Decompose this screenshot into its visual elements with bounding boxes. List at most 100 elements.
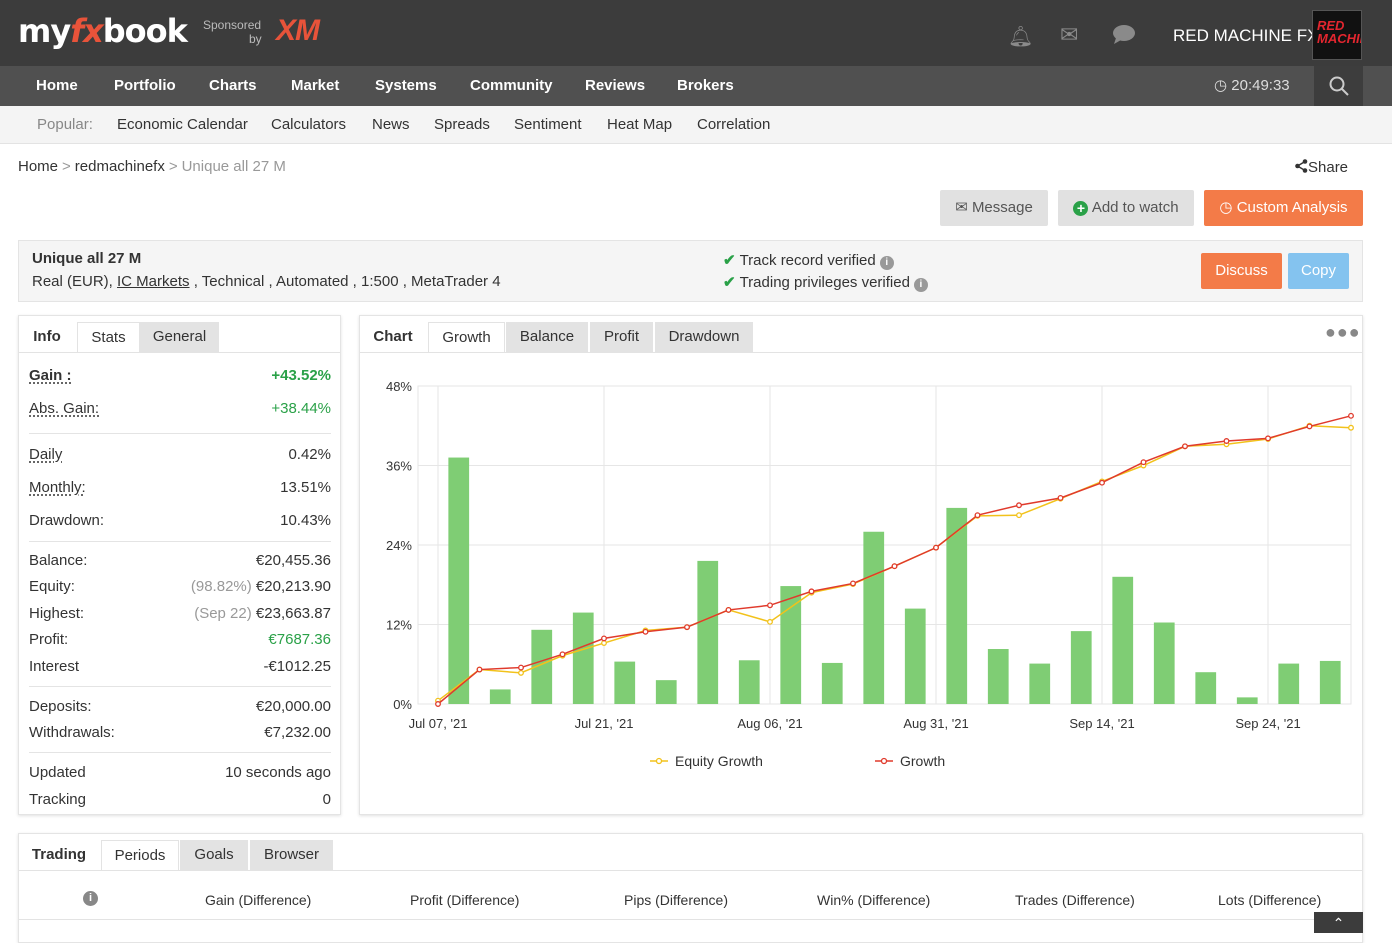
check-icon: ✔ bbox=[723, 252, 736, 269]
nav-reviews[interactable]: Reviews bbox=[585, 77, 646, 94]
copy-button[interactable]: Copy bbox=[1288, 253, 1349, 289]
share-icon bbox=[1295, 159, 1308, 173]
plus-circle-icon: + bbox=[1073, 201, 1089, 216]
chat-icon[interactable] bbox=[1112, 24, 1136, 50]
add-to-watch-button[interactable]: + Add to watch bbox=[1058, 190, 1194, 226]
xm-logo[interactable]: XM bbox=[276, 14, 320, 47]
series-point bbox=[933, 544, 939, 551]
chevron-up-icon: ⌃ bbox=[1332, 915, 1345, 931]
series-point bbox=[1348, 412, 1354, 419]
more-options-icon[interactable]: ●●● bbox=[1325, 322, 1361, 342]
series-point bbox=[1099, 479, 1105, 486]
scroll-to-top-button[interactable]: ⌃ bbox=[1314, 912, 1363, 933]
chart-bar bbox=[614, 661, 636, 704]
col-lots[interactable]: Lots (Difference) bbox=[1218, 892, 1322, 908]
nav-market[interactable]: Market bbox=[291, 77, 340, 94]
subnav-correlation[interactable]: Correlation bbox=[697, 116, 771, 133]
subnav-news[interactable]: News bbox=[372, 116, 410, 133]
chart-bar bbox=[780, 586, 802, 704]
col-trades[interactable]: Trades (Difference) bbox=[1015, 892, 1135, 908]
y-tick-label: 36% bbox=[386, 459, 412, 474]
nav-brokers[interactable]: Brokers bbox=[677, 77, 734, 94]
nav-systems[interactable]: Systems bbox=[375, 77, 437, 94]
tab-periods[interactable]: Periods bbox=[101, 840, 179, 870]
username[interactable]: RED MACHINE FX bbox=[1173, 26, 1319, 45]
chart-bar bbox=[697, 560, 719, 704]
chart-bar bbox=[904, 608, 926, 704]
bell-icon[interactable]: 🔔︎ bbox=[1008, 26, 1034, 48]
tab-browser[interactable]: Browser bbox=[250, 840, 333, 870]
nav-portfolio[interactable]: Portfolio bbox=[114, 77, 176, 94]
series-point bbox=[684, 624, 690, 631]
chart-bar bbox=[1195, 672, 1217, 704]
series-point bbox=[1182, 443, 1188, 450]
trading-panel: Trading Periods Goals Browser i Gain (Di… bbox=[18, 833, 1363, 943]
broker-link[interactable]: IC Markets bbox=[117, 273, 190, 290]
col-profit[interactable]: Profit (Difference) bbox=[410, 892, 520, 908]
series-point bbox=[1057, 495, 1064, 501]
series-point bbox=[1306, 423, 1313, 430]
breadcrumb-home[interactable]: Home bbox=[18, 158, 59, 175]
popular-nav: Popular: Economic Calendar Calculators N… bbox=[0, 106, 1392, 144]
clock-icon: ◷ bbox=[1214, 77, 1228, 94]
avatar[interactable]: RED MACHINE bbox=[1312, 10, 1362, 60]
info-icon[interactable]: i bbox=[879, 256, 894, 270]
tab-stats[interactable]: Stats bbox=[77, 322, 140, 352]
info-icon[interactable]: i bbox=[913, 278, 928, 292]
chart-bar bbox=[863, 531, 885, 704]
series-point bbox=[850, 580, 856, 587]
subnav-sentiment[interactable]: Sentiment bbox=[514, 116, 582, 133]
custom-analysis-button[interactable]: ◷ Custom Analysis bbox=[1204, 190, 1363, 226]
system-info-box: Unique all 27 M Real (EUR), IC Markets ,… bbox=[18, 240, 1363, 302]
x-tick-label: Sep 14, '21 bbox=[1069, 716, 1134, 731]
chart-bar bbox=[738, 660, 760, 704]
myfxbook-logo[interactable]: myfxbook bbox=[18, 12, 188, 50]
sponsored-by-label: Sponsored by bbox=[203, 18, 262, 46]
stats-panel: Info Stats General Gain : +43.52% Abs. Ga… bbox=[18, 315, 341, 815]
series-point bbox=[1016, 502, 1022, 509]
subnav-spreads[interactable]: Spreads bbox=[434, 116, 490, 133]
discuss-button[interactable]: Discuss bbox=[1201, 253, 1282, 289]
tab-balance[interactable]: Balance bbox=[506, 322, 588, 352]
legend-marker bbox=[880, 757, 888, 765]
envelope-icon: ✉ bbox=[955, 199, 968, 216]
chart-bar bbox=[1319, 660, 1341, 704]
subnav-heat-map[interactable]: Heat Map bbox=[607, 116, 673, 133]
search-button[interactable] bbox=[1314, 66, 1363, 106]
tab-trading[interactable]: Trading bbox=[31, 846, 87, 863]
tab-goals[interactable]: Goals bbox=[180, 840, 248, 870]
tab-general[interactable]: General bbox=[140, 322, 219, 352]
x-tick-label: Aug 06, '21 bbox=[737, 716, 802, 731]
envelope-icon[interactable]: ✉ bbox=[1060, 22, 1079, 47]
tab-chart[interactable]: Chart bbox=[373, 328, 413, 345]
series-point bbox=[767, 602, 773, 609]
x-tick-label: Sep 24, '21 bbox=[1235, 716, 1300, 731]
track-record-verified: ✔ Track record verified i bbox=[723, 251, 894, 270]
top-bar: myfxbook Sponsored by XM 🔔︎ ✉ RED MACHINE… bbox=[0, 0, 1392, 66]
legend-label: Growth bbox=[900, 753, 945, 769]
x-tick-label: Aug 31, '21 bbox=[903, 716, 968, 731]
system-name: Unique all 27 M bbox=[32, 250, 142, 267]
breadcrumb-user[interactable]: redmachinefx bbox=[74, 158, 165, 175]
chart-bar bbox=[1112, 576, 1134, 704]
tab-growth[interactable]: Growth bbox=[428, 322, 505, 352]
breadcrumb: Home > redmachinefx > Unique all 27 M bbox=[18, 158, 286, 175]
subnav-calculators[interactable]: Calculators bbox=[271, 116, 347, 133]
share-button[interactable]: Share bbox=[1295, 159, 1348, 176]
col-win[interactable]: Win% (Difference) bbox=[817, 892, 931, 908]
col-gain[interactable]: Gain (Difference) bbox=[205, 892, 312, 908]
chart-bar bbox=[531, 629, 553, 704]
main-nav: Home Portfolio Charts Market Systems Com… bbox=[0, 66, 1392, 106]
nav-home[interactable]: Home bbox=[36, 77, 78, 94]
nav-charts[interactable]: Charts bbox=[209, 77, 257, 94]
message-button[interactable]: ✉ Message bbox=[940, 190, 1048, 226]
tab-drawdown[interactable]: Drawdown bbox=[655, 322, 753, 352]
info-icon[interactable]: i bbox=[83, 891, 98, 906]
check-icon: ✔ bbox=[723, 274, 736, 291]
legend-label: Equity Growth bbox=[675, 753, 763, 769]
col-pips[interactable]: Pips (Difference) bbox=[624, 892, 729, 908]
nav-community[interactable]: Community bbox=[470, 77, 553, 94]
tab-profit[interactable]: Profit bbox=[590, 322, 653, 352]
tab-info[interactable]: Info bbox=[33, 328, 61, 345]
subnav-economic-calendar[interactable]: Economic Calendar bbox=[117, 116, 248, 133]
